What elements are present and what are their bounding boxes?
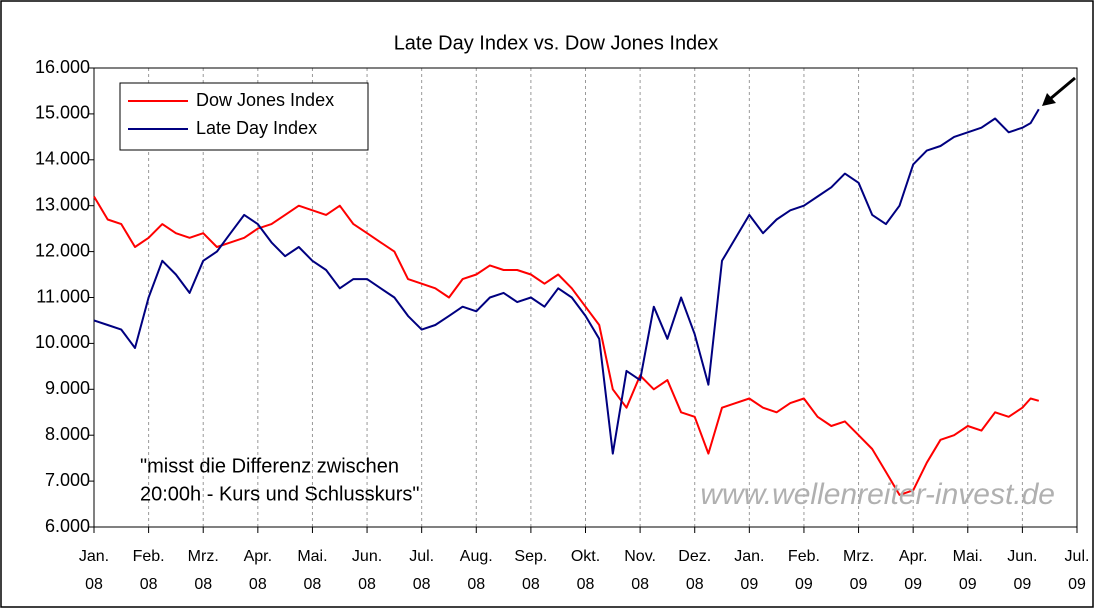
watermark: www.wellenreiter-invest.de xyxy=(700,478,1055,511)
legend-label: Late Day Index xyxy=(196,118,317,138)
x-tick-label: Feb. 09 xyxy=(787,548,820,593)
annotation: 20:00h - Kurs und Schlusskurs" xyxy=(140,483,419,505)
x-tick-label: Jul. 08 xyxy=(409,548,435,593)
chart-title: Late Day Index vs. Dow Jones Index xyxy=(394,32,719,54)
x-tick-label: Dez. 08 xyxy=(678,548,712,593)
y-tick-label: 15.000 xyxy=(35,103,90,123)
x-tick-label: Nov. 08 xyxy=(624,548,656,593)
y-tick-label: 7.000 xyxy=(45,470,90,490)
y-tick-label: 11.000 xyxy=(36,286,90,306)
x-tick-label: Jun. 09 xyxy=(1007,548,1038,593)
annotation: "misst die Differenz zwischen xyxy=(140,455,399,477)
x-tick-label: Mrz. 08 xyxy=(187,548,219,593)
x-tick-label: Aug. 08 xyxy=(459,548,493,593)
y-tick-label: 12.000 xyxy=(35,240,90,260)
x-tick-label: Jun. 08 xyxy=(351,548,383,593)
x-tick-label: Mrz. 09 xyxy=(842,548,875,593)
x-tick-label: Sep. 08 xyxy=(514,548,548,593)
y-tick-label: 13.000 xyxy=(35,194,90,214)
y-tick-label: 6.000 xyxy=(45,516,90,536)
x-tick-label: Jan. 09 xyxy=(734,548,765,593)
x-tick-label: Jan. 08 xyxy=(78,548,110,593)
y-tick-label: 10.000 xyxy=(35,332,90,352)
y-tick-label: 8.000 xyxy=(45,424,90,444)
x-tick-label: Apr. 09 xyxy=(898,548,928,593)
x-tick-label: Mai. 08 xyxy=(297,548,328,593)
x-tick-label: Okt. 08 xyxy=(570,548,601,593)
line-series xyxy=(93,195,1040,496)
arrow xyxy=(1049,76,1076,101)
y-tick-label: 14.000 xyxy=(35,149,90,169)
x-tick-label: Jul. 09 xyxy=(1064,548,1090,593)
arrow-head xyxy=(1042,93,1056,106)
x-tick-label: Feb. 08 xyxy=(132,548,165,593)
y-tick-label: 9.000 xyxy=(45,378,90,398)
plot-border xyxy=(93,67,1078,528)
line-series xyxy=(93,108,1040,455)
x-tick-label: Apr. 08 xyxy=(243,548,273,593)
legend-label: Dow Jones Index xyxy=(196,90,334,110)
x-tick-label: Mai. 09 xyxy=(952,548,983,593)
legend-box xyxy=(119,82,369,151)
y-tick-label: 16.000 xyxy=(35,57,90,77)
